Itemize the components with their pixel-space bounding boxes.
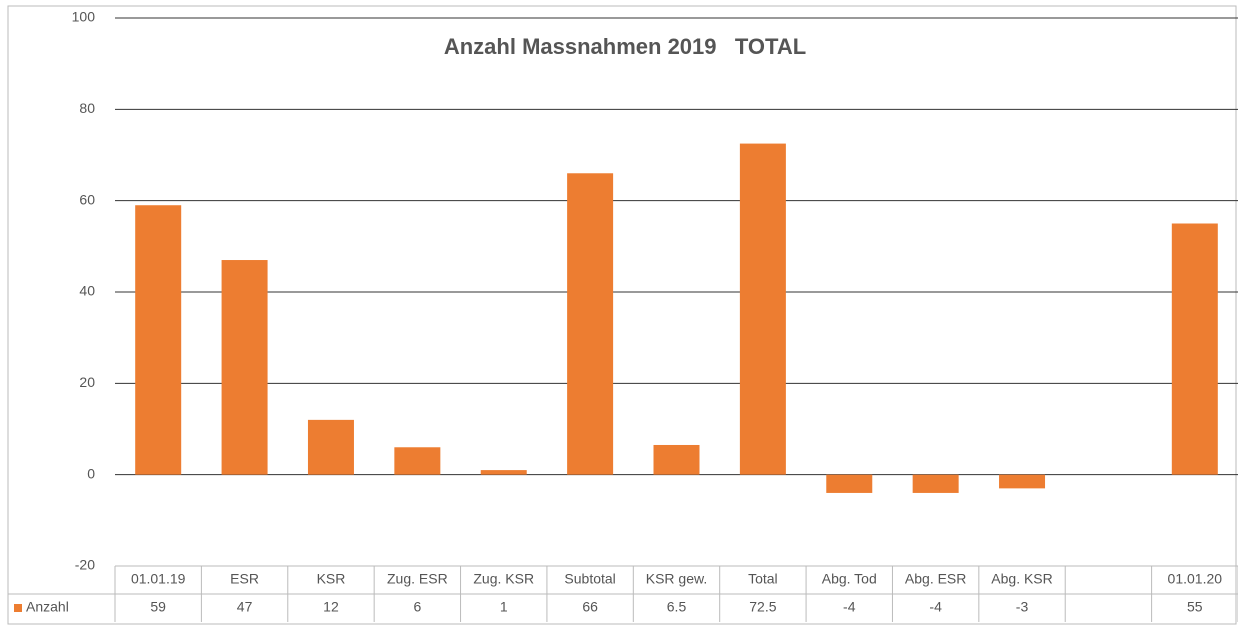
table-value: 12 [323, 599, 339, 615]
chart-title: Anzahl Massnahmen 2019 TOTAL [444, 34, 806, 59]
table-value: -3 [1016, 599, 1029, 615]
table-value: 59 [150, 599, 166, 615]
bar [1171, 223, 1218, 475]
table-value: 55 [1187, 599, 1203, 615]
table-value: 66 [582, 599, 598, 615]
table-value: 47 [237, 599, 253, 615]
x-tick-label: KSR gew. [646, 571, 707, 587]
bar [999, 474, 1046, 489]
bar [739, 143, 786, 475]
x-tick-label: Abg. ESR [905, 571, 966, 587]
table-value: 6.5 [667, 599, 687, 615]
y-tick-label: 0 [87, 465, 95, 481]
table-value: -4 [843, 599, 856, 615]
chart-frame [7, 5, 1237, 625]
bar [394, 447, 441, 475]
x-tick-label: Total [748, 571, 778, 587]
x-tick-label: 01.01.19 [131, 571, 186, 587]
bar [567, 173, 614, 475]
bar [912, 474, 959, 493]
bar [653, 444, 700, 475]
x-tick-label: Abg. KSR [991, 571, 1052, 587]
x-tick-label: Zug. ESR [387, 571, 448, 587]
y-tick-label: 60 [79, 191, 95, 207]
x-tick-label: Subtotal [564, 571, 615, 587]
table-value: -4 [929, 599, 942, 615]
y-tick-label: -20 [75, 557, 95, 573]
x-tick-label: Zug. KSR [473, 571, 534, 587]
y-tick-label: 40 [79, 283, 95, 299]
legend-swatch [14, 604, 22, 612]
bar [480, 470, 527, 475]
y-tick-label: 100 [72, 9, 96, 25]
x-tick-label: KSR [317, 571, 346, 587]
bar [826, 474, 873, 493]
bar [135, 205, 182, 475]
y-tick-label: 20 [79, 374, 95, 390]
x-tick-label: 01.01.20 [1168, 571, 1223, 587]
table-value: 6 [413, 599, 421, 615]
table-value: 1 [500, 599, 508, 615]
x-tick-label: ESR [230, 571, 259, 587]
bar [307, 419, 354, 475]
y-tick-label: 80 [79, 100, 95, 116]
table-value: 72.5 [749, 599, 776, 615]
legend-label: Anzahl [26, 599, 69, 615]
x-tick-label: Abg. Tod [822, 571, 877, 587]
bar [221, 260, 268, 475]
